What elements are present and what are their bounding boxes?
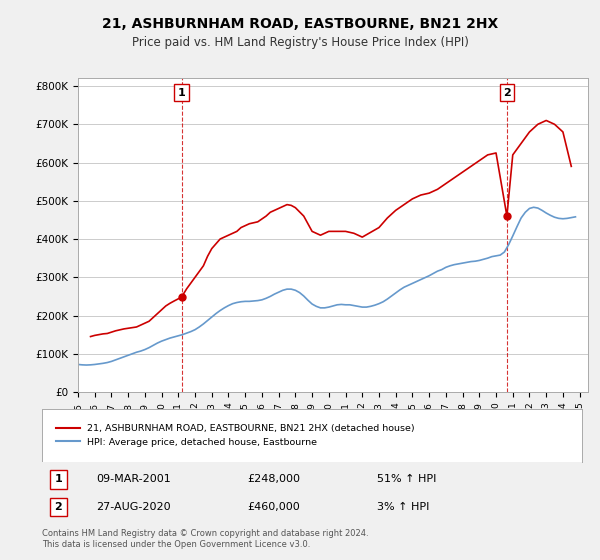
Text: 27-AUG-2020: 27-AUG-2020 xyxy=(96,502,170,512)
Text: Contains HM Land Registry data © Crown copyright and database right 2024.
This d: Contains HM Land Registry data © Crown c… xyxy=(42,529,368,549)
Text: £248,000: £248,000 xyxy=(247,474,300,484)
Text: 1: 1 xyxy=(178,88,185,98)
Text: 21, ASHBURNHAM ROAD, EASTBOURNE, BN21 2HX: 21, ASHBURNHAM ROAD, EASTBOURNE, BN21 2H… xyxy=(102,17,498,31)
Legend: 21, ASHBURNHAM ROAD, EASTBOURNE, BN21 2HX (detached house), HPI: Average price, : 21, ASHBURNHAM ROAD, EASTBOURNE, BN21 2H… xyxy=(52,420,418,451)
Text: Price paid vs. HM Land Registry's House Price Index (HPI): Price paid vs. HM Land Registry's House … xyxy=(131,36,469,49)
Text: £460,000: £460,000 xyxy=(247,502,300,512)
Text: 1: 1 xyxy=(55,474,62,484)
Text: 3% ↑ HPI: 3% ↑ HPI xyxy=(377,502,429,512)
Text: 51% ↑ HPI: 51% ↑ HPI xyxy=(377,474,436,484)
Text: 09-MAR-2001: 09-MAR-2001 xyxy=(96,474,171,484)
Text: 2: 2 xyxy=(55,502,62,512)
Text: 2: 2 xyxy=(503,88,511,98)
